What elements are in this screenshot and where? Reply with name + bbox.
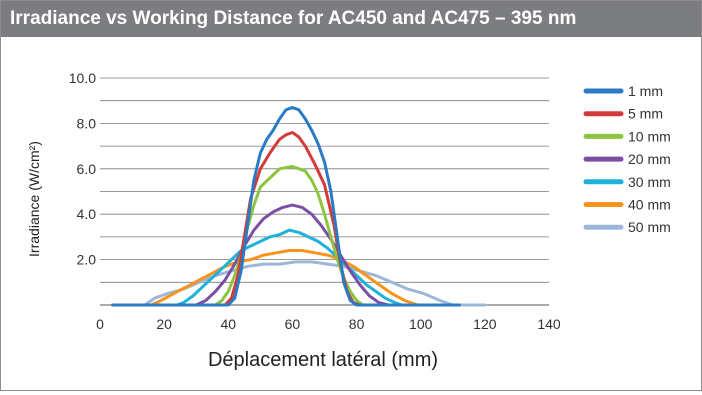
x-axis-label: Déplacement latéral (mm)	[208, 349, 438, 371]
x-tick-label: 100	[409, 316, 433, 332]
legend-label: 1 mm	[628, 83, 663, 99]
series-line	[111, 249, 461, 307]
series-lines	[111, 106, 487, 307]
series-line	[111, 165, 461, 307]
legend-label: 5 mm	[628, 106, 663, 122]
y-tick-label: 8.0	[77, 115, 97, 131]
legend-label: 10 mm	[628, 128, 671, 144]
chart-area: 2.0 4.0 6.0 8.0 10.0 0 20 40 60 80 100 120 140 1 mm 5…	[1, 37, 701, 390]
series-line	[111, 228, 461, 307]
legend-label: 40 mm	[628, 197, 671, 213]
x-tick-label: 20	[156, 316, 172, 332]
grid	[100, 77, 549, 306]
legend-label: 20 mm	[628, 151, 671, 167]
y-tick-label: 10.0	[69, 70, 96, 86]
series-line	[111, 106, 461, 307]
y-tick-label: 4.0	[77, 206, 97, 222]
legend: 1 mm 5 mm 10 mm 20 mm 30 mm 40 mm 50 mm	[583, 83, 671, 235]
y-tick-label: 2.0	[77, 252, 97, 268]
series-line	[111, 260, 487, 307]
y-axis-label: Irradiance (W/cm²)	[26, 141, 42, 257]
series-line	[111, 131, 461, 307]
axes: 2.0 4.0 6.0 8.0 10.0 0 20 40 60 80 100 120 140	[69, 70, 561, 332]
x-tick-label: 120	[473, 316, 497, 332]
x-tick-label: 60	[285, 316, 301, 332]
chart-svg: 2.0 4.0 6.0 8.0 10.0 0 20 40 60 80 100 120 140 1 mm 5…	[26, 70, 671, 371]
title-bar: Irradiance vs Working Distance for AC450…	[1, 1, 701, 37]
chart-title: Irradiance vs Working Distance for AC450…	[10, 8, 577, 29]
x-tick-label: 40	[220, 316, 236, 332]
x-tick-label: 80	[349, 316, 365, 332]
legend-label: 50 mm	[628, 219, 671, 235]
x-tick-label: 0	[96, 316, 104, 332]
x-tick-label: 140	[537, 316, 561, 332]
series-line	[111, 203, 461, 307]
legend-label: 30 mm	[628, 174, 671, 190]
y-tick-label: 6.0	[77, 161, 97, 177]
